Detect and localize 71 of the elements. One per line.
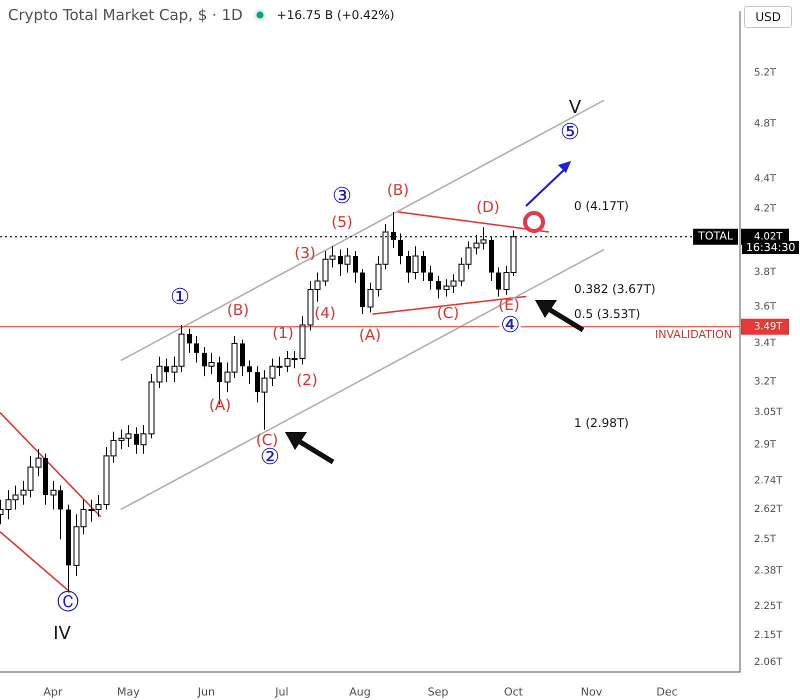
y-tick-label: 5.2T <box>754 67 777 78</box>
annotation: (D) <box>476 198 500 216</box>
annotation: (A) <box>209 396 231 414</box>
annotation: 0.382 (3.67T) <box>574 282 656 296</box>
annotation: (2) <box>296 370 318 388</box>
annotation: Ⓒ <box>57 590 79 615</box>
x-tick-label: Sep <box>428 685 448 698</box>
candlestick <box>428 265 433 290</box>
y-tick-label: 3.6T <box>754 302 777 313</box>
annotation: ⑤ <box>560 120 580 145</box>
x-tick-label: Oct <box>504 685 524 698</box>
annotation: 0.5 (3.53T) <box>574 307 640 321</box>
y-tick-label: 4.02T <box>754 231 784 242</box>
y-tick-label: 2.74T <box>754 476 784 487</box>
y-tick-label: 2.38T <box>754 565 784 576</box>
y-tick-label: 2.15T <box>754 630 784 642</box>
candlestick <box>187 328 192 354</box>
annotation: (4) <box>314 304 336 322</box>
text: USD <box>744 6 792 28</box>
x-tick-label: Nov <box>580 685 603 698</box>
y-tick-label: 3.05T <box>754 407 784 418</box>
y-tick-label: 3.49T <box>754 321 784 332</box>
candlestick <box>247 360 252 385</box>
annotation: V <box>568 97 582 118</box>
annotation: (5) <box>331 212 353 230</box>
y-tick-label: 4.4T <box>754 174 777 185</box>
annotation: ③ <box>332 184 352 209</box>
candlestick <box>496 267 501 297</box>
x-tick-label: Apr <box>43 685 63 698</box>
y-tick-label: 2.5T <box>754 534 777 545</box>
y-tick-label: 2.62T <box>754 504 784 516</box>
chart-subtitle: +16.75 B (+0.42%) <box>276 8 394 22</box>
annotation: (B) <box>227 300 249 318</box>
annotation: (A) <box>359 326 381 344</box>
annotation: 0 (4.17T) <box>574 199 629 213</box>
annotation: (C) <box>436 304 460 322</box>
candlestick <box>148 374 154 439</box>
annotation: ④ <box>499 313 522 338</box>
annotation: (3) <box>294 244 316 262</box>
candlestick <box>353 250 358 284</box>
x-tick-label: Jun <box>196 685 216 698</box>
y-tick-label: 2.9T <box>754 439 777 450</box>
candlestick <box>360 268 365 315</box>
annotation: IV <box>53 623 71 644</box>
annotation: (C) <box>256 430 278 448</box>
x-tick-label: Jul <box>274 685 289 698</box>
annotation: ① <box>170 285 190 310</box>
annotation: (1) <box>272 324 294 342</box>
ref-line-label: TOTAL <box>697 230 734 243</box>
y-tick-label: 2.06T <box>754 657 784 668</box>
annotation: 1 (2.98T) <box>574 416 629 430</box>
y-tick-label: 3.2T <box>754 376 777 388</box>
y-tick-label: 4.2T <box>754 203 777 214</box>
y-tick-label: 2.25T <box>754 601 784 612</box>
candlestick <box>436 275 441 299</box>
candlestick <box>421 250 426 282</box>
text: 16:34:30 <box>742 241 800 254</box>
x-tick-label: May <box>116 685 140 698</box>
candlestick <box>240 339 245 377</box>
annotation: (B) <box>387 180 409 198</box>
candlestick <box>368 282 374 313</box>
annotation: (E) <box>498 296 520 314</box>
x-tick-label: Dec <box>656 685 678 698</box>
y-tick-label: 4.8T <box>754 118 777 130</box>
chart-title: Crypto Total Market Cap, $ · 1D <box>8 6 243 24</box>
y-tick-label: 3.4T <box>754 338 777 350</box>
y-tick-label: 3.8T <box>754 267 777 278</box>
candlestick <box>300 315 306 365</box>
x-tick-label: Aug <box>349 685 371 698</box>
ref-line-label: INVALIDATION <box>655 328 732 342</box>
candlestick <box>194 335 199 363</box>
